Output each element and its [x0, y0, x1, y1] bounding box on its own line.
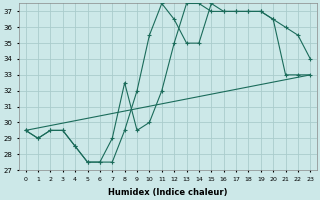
X-axis label: Humidex (Indice chaleur): Humidex (Indice chaleur)	[108, 188, 228, 197]
